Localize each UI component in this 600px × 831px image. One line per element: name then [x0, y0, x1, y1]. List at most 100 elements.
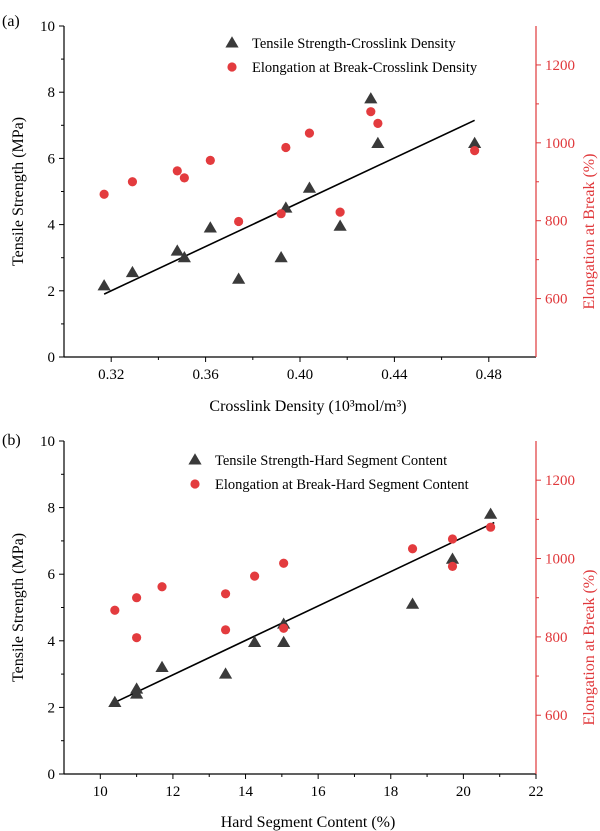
x-tick-label: 20 [456, 784, 471, 800]
y2-tick-label: 600 [545, 292, 568, 308]
fit-line [103, 119, 475, 295]
tensile-strength-point [248, 635, 262, 648]
elongation-point [234, 216, 244, 227]
elongation-point [447, 561, 458, 571]
elongation-point [205, 155, 215, 165]
legend-entry-label: Tensile Strength-Hard Segment Content [215, 453, 447, 469]
legend-entry-label: Tensile Strength-Crosslink Density [252, 36, 456, 52]
y2-tick-label: 1000 [545, 136, 575, 152]
x-axis-label: Hard Segment Content (%) [221, 814, 396, 831]
tensile-strength-point [155, 660, 169, 672]
panel-label: (a) [2, 13, 20, 30]
x-tick-label: 14 [238, 784, 254, 800]
tensile-strength-point [125, 265, 140, 278]
y2-tick-label: 1200 [545, 473, 575, 489]
tensile-strength-point [274, 251, 288, 263]
tensile-strength-point [468, 136, 482, 149]
y2-tick-label: 600 [545, 708, 568, 724]
elongation-point [132, 593, 142, 603]
legend-triangle-marker [225, 36, 239, 48]
elongation-point [172, 166, 182, 176]
elongation-point [132, 633, 142, 643]
legend-entry-label: Elongation at Break-Hard Segment Content [215, 477, 469, 493]
legend-triangle-marker [188, 453, 202, 465]
y-axis-label: Tensile Strength (MPa) [10, 533, 27, 682]
elongation-point [335, 207, 345, 217]
legend-entry-label: Elongation at Break-Crosslink Density [252, 60, 478, 76]
panel-a: 0.32 0.36 0.40 0.44 0.48 0 2 4 6 8 10 600 800 1000 120… [2, 13, 598, 415]
y-tick-label: 8 [48, 85, 56, 101]
tensile-strength-point [333, 219, 347, 231]
y-tick-label: 2 [48, 284, 56, 300]
elongation-point [99, 189, 109, 199]
x-tick-label: 0.48 [476, 367, 502, 383]
tensile-strength-point [232, 272, 246, 284]
y-tick-label: 8 [48, 501, 56, 517]
tensile-strength-point [177, 251, 191, 263]
elongation-point [276, 209, 286, 219]
y2-tick-label: 800 [545, 630, 568, 646]
elongation-point [486, 522, 496, 532]
y-tick-label: 4 [48, 634, 56, 650]
y-tick-label: 10 [40, 19, 55, 35]
elongation-point [279, 623, 289, 633]
y2-tick-label: 1200 [545, 58, 575, 74]
x-tick-label: 0.44 [381, 367, 408, 383]
x-tick-label: 16 [311, 784, 327, 800]
tensile-strength-point [97, 279, 111, 291]
elongation-point [127, 177, 138, 187]
x-tick-label: 12 [165, 784, 180, 800]
y-tick-label: 2 [48, 700, 56, 716]
elongation-point [110, 605, 120, 615]
elongation-point [373, 118, 383, 128]
legend-circle-marker [227, 62, 237, 72]
y-tick-label: 4 [48, 218, 56, 234]
tensile-strength-point [405, 597, 420, 609]
elongation-point [250, 571, 260, 581]
elongation-point [366, 107, 376, 117]
y-tick-label: 10 [40, 434, 55, 450]
tensile-strength-point [203, 221, 217, 233]
x-axis-label: Crosslink Density (10³mol/m³) [209, 398, 406, 415]
panel-b: 10 12 14 16 18 20 22 0 2 4 6 8 10 600 800 1000 1200 Hard … [2, 432, 598, 831]
x-tick-label: 22 [529, 784, 544, 800]
x-tick-label: 10 [93, 784, 108, 800]
y-tick-label: 0 [48, 767, 56, 783]
tensile-strength-point [108, 695, 122, 707]
elongation-point [279, 558, 289, 568]
tensile-strength-point [170, 244, 184, 256]
elongation-point [447, 534, 458, 544]
tensile-strength-point [302, 181, 317, 193]
fit-line [110, 521, 495, 705]
tensile-strength-point [130, 687, 144, 699]
y2-axis-label: Elongation at Break (%) [581, 154, 598, 310]
elongation-point [220, 589, 231, 599]
tensile-strength-point [445, 552, 460, 564]
elongation-point [407, 544, 418, 554]
tensile-strength-point [484, 507, 498, 519]
tensile-strength-point [218, 667, 233, 679]
y2-tick-label: 800 [545, 214, 568, 230]
y-tick-label: 6 [48, 567, 56, 583]
elongation-point [157, 582, 167, 592]
y2-axis-label: Elongation at Break (%) [581, 570, 598, 726]
tensile-strength-point [277, 635, 291, 648]
x-tick-label: 0.32 [98, 367, 124, 383]
y-tick-label: 0 [48, 350, 56, 366]
y-tick-label: 6 [48, 151, 56, 167]
x-tick-label: 18 [383, 784, 398, 800]
x-tick-label: 0.36 [192, 367, 219, 383]
tensile-strength-point [371, 136, 385, 149]
legend-circle-marker [190, 479, 200, 489]
elongation-point [281, 142, 291, 153]
elongation-point [470, 146, 480, 156]
y2-tick-label: 1000 [545, 552, 575, 568]
y-axis-label: Tensile Strength (MPa) [10, 117, 27, 266]
tensile-strength-point [364, 92, 378, 104]
elongation-point [220, 625, 231, 635]
panel-label: (b) [2, 432, 21, 449]
x-tick-label: 0.40 [287, 367, 313, 383]
elongation-point [304, 128, 315, 138]
elongation-point [179, 173, 189, 183]
